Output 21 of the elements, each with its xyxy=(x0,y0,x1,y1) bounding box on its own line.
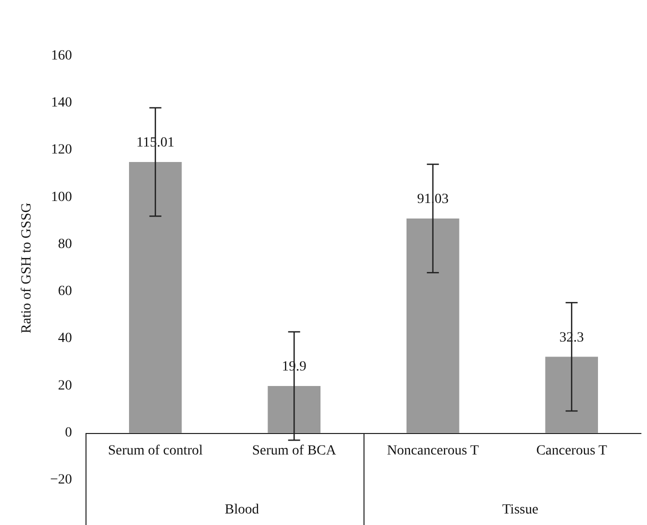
bar xyxy=(268,386,320,433)
y-tick-label: 0 xyxy=(65,425,72,440)
y-tick-label: 140 xyxy=(51,96,72,111)
y-tick-label: 40 xyxy=(58,331,72,346)
x-tick-label: Serum of control xyxy=(108,444,203,458)
y-tick-label: 100 xyxy=(51,190,72,205)
x-tick-label: Noncancerous T xyxy=(386,444,480,458)
y-tick-label: −20 xyxy=(50,472,72,488)
y-tick-label: 20 xyxy=(58,378,72,394)
bar xyxy=(129,162,182,433)
y-tick-label: 80 xyxy=(58,236,72,252)
bar xyxy=(406,218,460,433)
y-tick-label: 60 xyxy=(58,284,72,300)
y-tick-label: 160 xyxy=(51,48,72,64)
y-axis-title: Ratio of GSH to GSSG xyxy=(20,202,34,334)
bar xyxy=(545,356,598,433)
x-tick-label: Cancerous T xyxy=(536,444,608,458)
y-tick-label: 120 xyxy=(51,142,72,158)
x-tick-label: Serum of BCA xyxy=(252,444,338,458)
text: Blood xyxy=(224,502,259,518)
text: Tissue xyxy=(502,502,538,518)
